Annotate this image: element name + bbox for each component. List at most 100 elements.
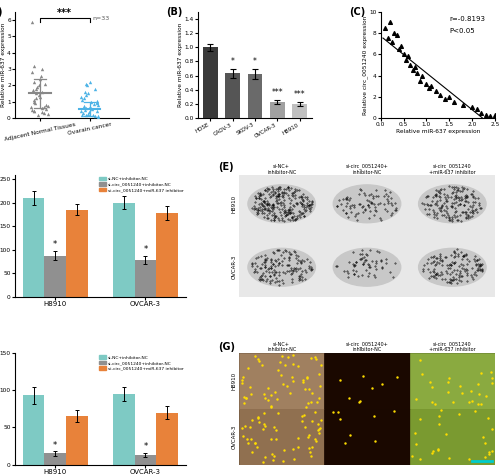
Bar [66,210,88,297]
Point [86,103,94,110]
FancyBboxPatch shape [410,409,495,465]
Point [79,109,87,117]
Point [82,80,90,88]
Point [30,78,38,86]
Point [382,24,390,32]
Bar [156,412,178,465]
Bar [156,213,178,297]
Text: *: * [53,441,58,450]
FancyBboxPatch shape [410,353,495,409]
Point [398,42,406,50]
Point [83,82,91,89]
Point [486,112,494,119]
Point [94,100,102,107]
Point [34,83,42,91]
Point [42,101,50,109]
Y-axis label: Relative miR-637 expression: Relative miR-637 expression [178,23,183,107]
Text: (E): (E) [218,162,234,173]
Point [88,98,96,105]
Point [77,108,85,115]
Point [35,82,43,89]
Point [28,106,36,114]
Point [82,88,90,96]
Point [89,111,97,118]
Text: *: * [53,240,58,249]
Text: *: * [253,57,257,66]
Point [388,38,396,46]
Point [80,102,88,109]
Point [416,77,424,84]
Ellipse shape [418,185,486,223]
Bar [113,394,134,465]
Point [450,98,458,106]
Point [402,56,410,64]
Point [468,103,476,111]
Point [30,86,38,94]
Point [390,29,398,37]
Point [482,111,490,118]
Point [93,107,101,114]
Text: H8910: H8910 [232,372,236,390]
Bar [44,453,66,465]
Text: si-circ_0051240
+miR-637 inhibitor: si-circ_0051240 +miR-637 inhibitor [429,164,476,174]
Point [30,98,38,105]
Point [44,102,52,109]
Point [81,106,89,114]
Point [30,108,38,115]
Point [32,85,40,92]
Point [28,18,36,26]
Bar [248,74,262,118]
Text: (A): (A) [0,7,3,17]
Bar [23,198,44,297]
Point [40,103,48,111]
Legend: si-NC+inhibitor-NC, si-circ_0051240+inhibitor-NC, si-circ_0051240+miR-637 inhibi: si-NC+inhibitor-NC, si-circ_0051240+inhi… [100,356,184,371]
Text: *: * [230,57,234,66]
Bar [226,73,240,118]
Point [38,104,46,112]
Text: si-NC+
inhibitor-NC: si-NC+ inhibitor-NC [267,342,296,352]
Point [30,62,38,70]
Text: si-NC+
inhibitor-NC: si-NC+ inhibitor-NC [267,164,296,174]
Point [92,85,100,92]
Point [91,112,99,120]
Point [84,110,92,118]
Point [395,45,403,53]
Point [414,70,422,77]
Text: P<0.05: P<0.05 [450,28,475,34]
Point [436,91,444,99]
Text: n=33: n=33 [92,16,110,21]
Point [38,72,46,79]
Ellipse shape [248,248,316,286]
Point [82,112,90,119]
Point [32,90,40,97]
Text: *: * [144,246,148,255]
Point [86,78,94,86]
Bar [66,416,88,465]
Point [404,53,412,60]
Text: ***: *** [294,90,306,99]
Point [411,63,419,71]
Y-axis label: Relative miR-637 expression: Relative miR-637 expression [0,23,5,107]
Point [32,95,40,102]
Point [472,106,480,113]
Text: (G): (G) [218,342,236,352]
Point [491,113,499,121]
Bar [44,255,66,297]
Point [88,105,96,113]
Legend: si-NC+inhibitor-NC, si-circ_0051240+inhibitor-NC, si-circ_0051240+miR-637 inhibi: si-NC+inhibitor-NC, si-circ_0051240+inhi… [100,177,184,192]
Ellipse shape [248,185,316,223]
Point [86,103,94,111]
Text: (B): (B) [166,7,182,17]
Point [478,109,486,117]
Point [36,93,44,100]
Text: r=-0.8193: r=-0.8193 [450,16,486,22]
Point [432,88,440,95]
Point [86,109,94,116]
Point [42,105,50,113]
Point [386,18,394,26]
Point [90,100,98,108]
Point [418,72,426,79]
Point [94,112,102,120]
Point [384,35,392,42]
Point [78,96,86,104]
